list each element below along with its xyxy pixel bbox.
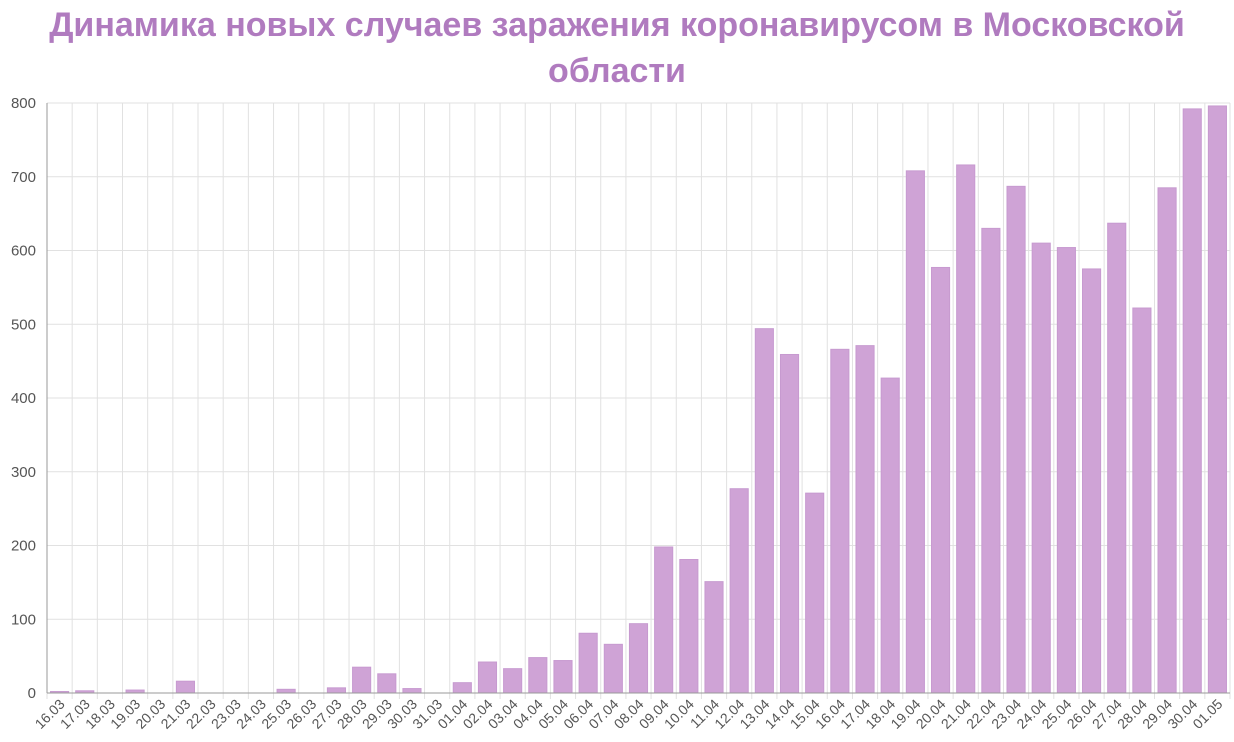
bar (352, 666, 372, 694)
bar (830, 348, 850, 694)
x-tick-labels: 16.0317.0318.0319.0320.0321.0322.0323.03… (32, 696, 1226, 732)
bar (754, 328, 774, 694)
bar (1006, 185, 1026, 694)
y-tick-label: 500 (11, 316, 36, 333)
bar (679, 559, 699, 694)
bar (981, 227, 1001, 694)
bar (1157, 187, 1177, 694)
y-tick-label: 400 (11, 390, 36, 407)
bar (729, 488, 749, 694)
bar (1107, 222, 1127, 694)
bar (930, 266, 951, 694)
grid-lines (46, 102, 1231, 699)
y-tick-label: 800 (11, 95, 36, 112)
bar (503, 668, 523, 694)
bar (578, 632, 598, 694)
y-tick-label: 600 (11, 243, 36, 260)
y-tick-label: 200 (11, 538, 36, 555)
bar (880, 377, 900, 694)
bar (528, 657, 548, 694)
bar (553, 660, 573, 694)
bar (377, 673, 397, 694)
bar (805, 492, 825, 694)
bar (1082, 268, 1102, 694)
bar (905, 170, 925, 694)
y-tick-label: 0 (28, 685, 36, 702)
y-tick-label: 100 (11, 611, 36, 628)
bar (1182, 108, 1202, 694)
axes (46, 103, 1230, 694)
bar (855, 345, 875, 694)
bar (1132, 307, 1152, 694)
y-tick-label: 300 (11, 464, 36, 481)
bar (326, 687, 347, 694)
bar (603, 643, 623, 694)
bar (956, 164, 976, 694)
bar (779, 353, 800, 694)
bar (1031, 242, 1051, 694)
bar (477, 661, 498, 694)
bar (1207, 105, 1227, 694)
x-tick-label: 01.05 (1189, 696, 1225, 732)
y-tick-labels: 0 100 200 300 400 500 600 700 800 (11, 95, 36, 702)
bar (276, 688, 296, 694)
bar (1056, 247, 1076, 694)
bar (628, 623, 649, 694)
bar (402, 688, 422, 694)
bars (50, 105, 1227, 694)
bar (654, 546, 674, 694)
bar (175, 680, 195, 694)
y-tick-label: 700 (11, 169, 36, 186)
chart-title: Динамика новых случаев заражения коронав… (49, 6, 1185, 90)
bar (452, 682, 472, 694)
bar (704, 581, 724, 694)
